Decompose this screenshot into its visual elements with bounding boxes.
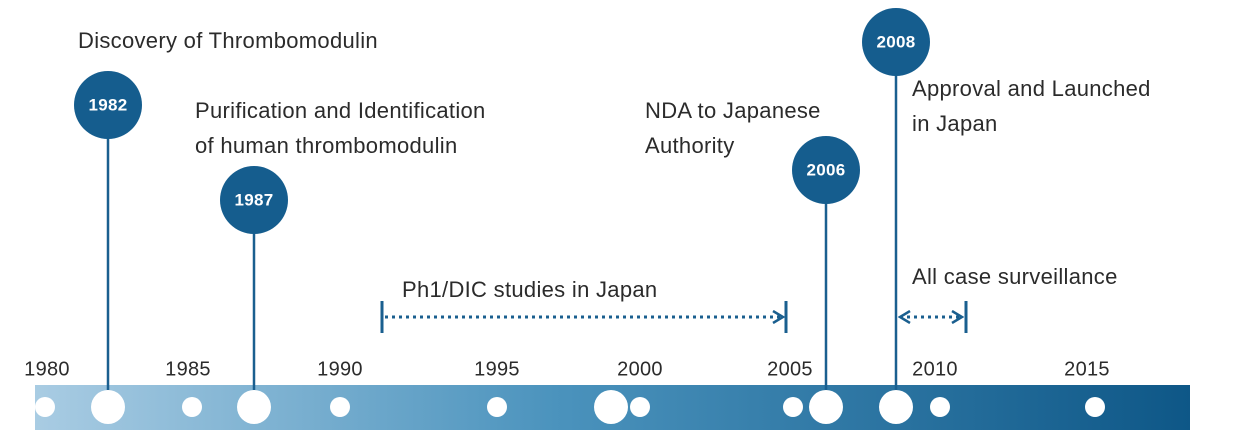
bar-dot-large [237, 390, 271, 424]
milestone-circle [74, 71, 142, 139]
year-label: 2015 [1064, 358, 1110, 380]
year-label: 1990 [317, 358, 363, 380]
bar-dot-large [809, 390, 843, 424]
year-label: 1985 [165, 358, 211, 380]
ph1-range [380, 301, 788, 333]
milestone-label: NDA to Japanese [645, 98, 821, 123]
milestone-label: in Japan [912, 111, 998, 136]
year-label: 1980 [24, 358, 70, 380]
milestone-label: of human thrombomodulin [195, 133, 458, 158]
bar-dot-large [879, 390, 913, 424]
milestone-year: 1982 [88, 95, 127, 114]
milestone-year: 2008 [876, 32, 915, 51]
bar-dot [783, 397, 803, 417]
year-label: 1995 [474, 358, 520, 380]
milestone-year: 2006 [806, 160, 845, 179]
year-label: 2005 [767, 358, 813, 380]
bar-dot [1085, 397, 1105, 417]
period-label: Ph1/DIC studies in Japan [402, 277, 657, 302]
year-label: 2010 [912, 358, 958, 380]
bar-dot [182, 397, 202, 417]
milestone-label: Purification and Identification [195, 98, 486, 123]
bar-dot-large [91, 390, 125, 424]
bar-dot [930, 397, 950, 417]
milestone-circle [862, 8, 930, 76]
milestone-label: Approval and Launched [912, 76, 1151, 101]
bar-dot-large [594, 390, 628, 424]
year-label: 2000 [617, 358, 663, 380]
bar-dot [630, 397, 650, 417]
period-label: All case surveillance [912, 264, 1118, 289]
surveillance-range [900, 301, 968, 333]
bar-dot [487, 397, 507, 417]
milestone-label: Authority [645, 133, 735, 158]
milestone-year: 1987 [234, 190, 273, 209]
milestone-circle [792, 136, 860, 204]
bar-dot [35, 397, 55, 417]
bar-dot [330, 397, 350, 417]
milestone-label: Discovery of Thrombomodulin [78, 28, 378, 53]
milestone-circle [220, 166, 288, 234]
